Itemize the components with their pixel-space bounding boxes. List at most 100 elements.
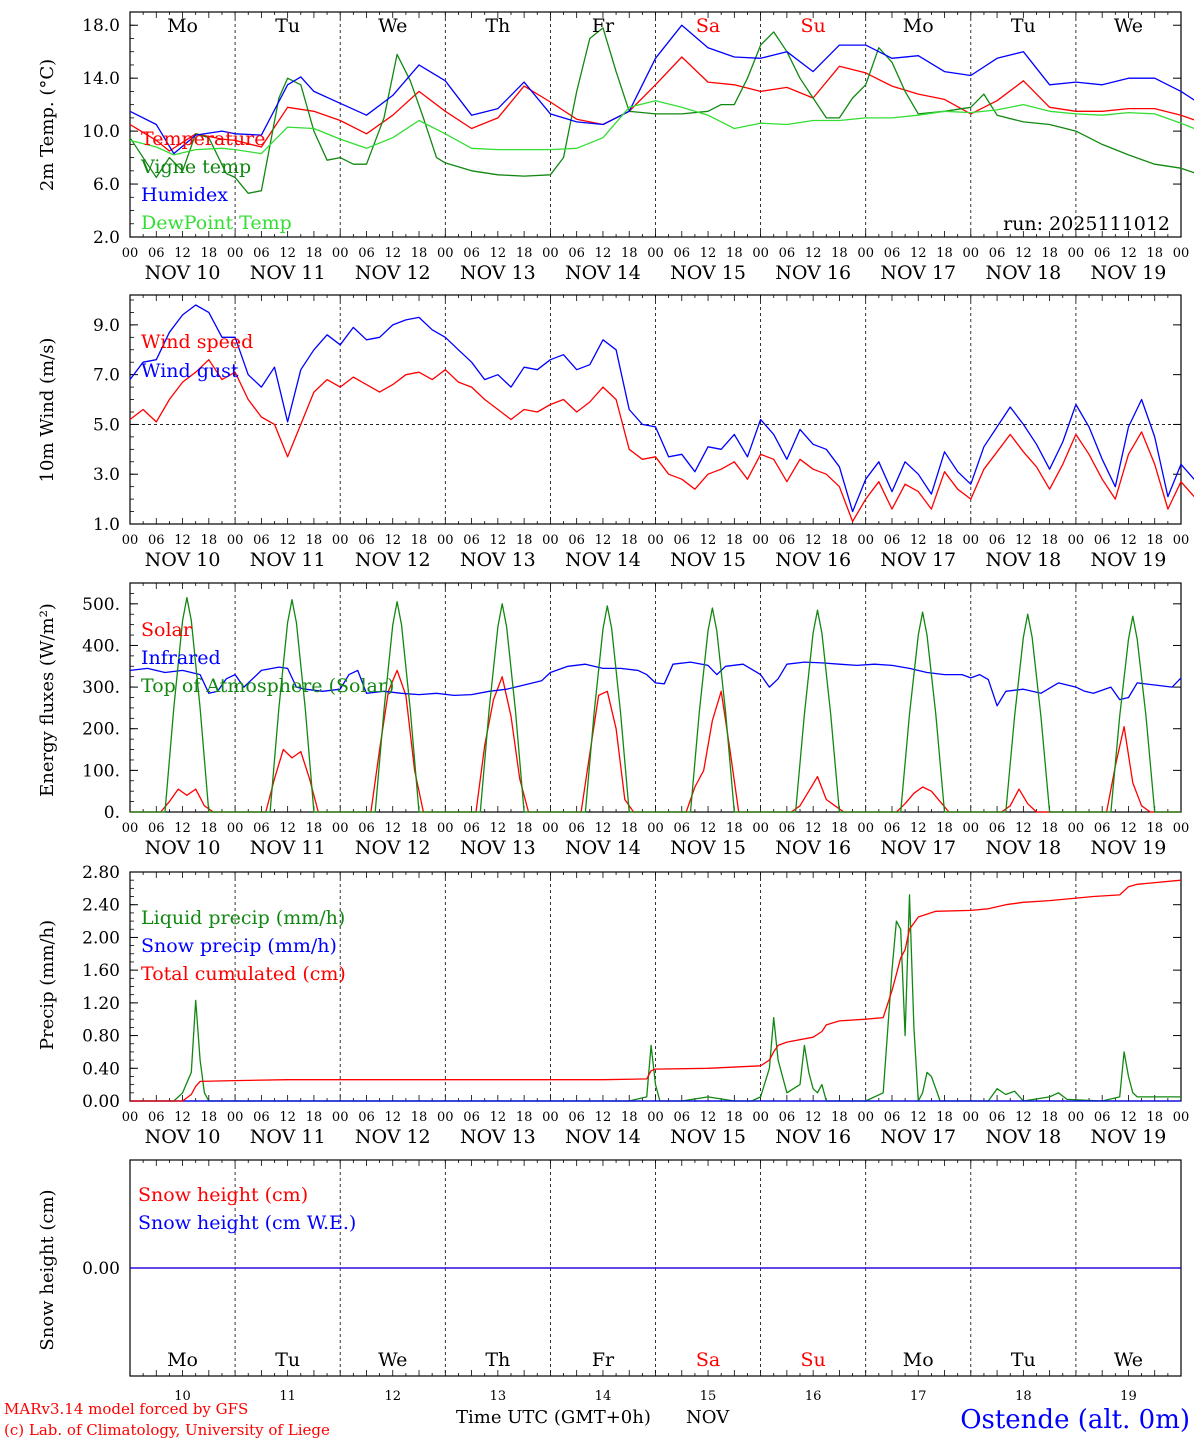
legend-entry: Snow height (cm) bbox=[138, 1184, 308, 1206]
panel-wind: 1.0 3.0 5.0 7.0 9.0 10m Wind (m/s) Wind speed W… bbox=[37, 294, 1194, 571]
date-label: NOV 17 bbox=[880, 549, 956, 571]
weekday-label: Tu bbox=[1011, 1349, 1036, 1371]
hour-tick-label: 06 bbox=[989, 821, 1006, 836]
hour-tick-label: 12 bbox=[490, 533, 507, 548]
date-label: NOV 19 bbox=[1091, 837, 1167, 859]
hour-tick-label: 12 bbox=[1015, 246, 1032, 261]
weekday-label: Th bbox=[485, 15, 510, 37]
day-number: 10 bbox=[174, 1389, 191, 1404]
hour-tick-label: 00 bbox=[1068, 533, 1085, 548]
date-label: NOV 12 bbox=[355, 262, 431, 284]
date-label: NOV 15 bbox=[670, 262, 746, 284]
hour-tick-label: 12 bbox=[700, 1110, 717, 1125]
hour-tick-label: 00 bbox=[332, 1110, 349, 1125]
hour-tick-label: 06 bbox=[674, 246, 691, 261]
date-label: NOV 10 bbox=[145, 837, 221, 859]
y-axis-title: Precip (mm/h) bbox=[37, 920, 58, 1050]
hour-tick-label: 18 bbox=[516, 533, 533, 548]
hour-tick-label: 00 bbox=[857, 1110, 874, 1125]
hour-tick-label: 18 bbox=[726, 246, 743, 261]
hour-tick-label: 12 bbox=[595, 246, 612, 261]
series-line-vigne-temp bbox=[129, 27, 1194, 194]
hour-tick-label: 00 bbox=[332, 246, 349, 261]
hour-tick-label: 12 bbox=[1120, 1110, 1137, 1125]
hour-tick-label: 06 bbox=[253, 533, 270, 548]
y-tick-label: 2.00 bbox=[82, 928, 120, 948]
weekday-label: We bbox=[1114, 15, 1143, 37]
date-label: NOV 13 bbox=[460, 262, 536, 284]
y-tick-label: 100. bbox=[82, 761, 120, 781]
hour-tick-label: 06 bbox=[253, 246, 270, 261]
legend-entry: Total cumulated (cm) bbox=[141, 963, 346, 985]
hour-tick-label: 12 bbox=[1120, 246, 1137, 261]
hour-tick-label: 06 bbox=[148, 821, 165, 836]
hour-tick-label: 18 bbox=[936, 246, 953, 261]
date-label: NOV 15 bbox=[670, 1126, 746, 1148]
date-label: NOV 12 bbox=[355, 837, 431, 859]
hour-tick-label: 12 bbox=[490, 821, 507, 836]
hour-tick-label: 00 bbox=[542, 1110, 559, 1125]
series-line-wind-speed bbox=[129, 359, 1194, 523]
hour-tick-label: 06 bbox=[568, 533, 585, 548]
legend-entry: Temperature bbox=[141, 128, 265, 150]
hour-tick-label: 06 bbox=[463, 246, 480, 261]
date-label: NOV 15 bbox=[670, 549, 746, 571]
hour-tick-label: 12 bbox=[1015, 821, 1032, 836]
hour-tick-label: 18 bbox=[726, 1110, 743, 1125]
weekday-label: Mo bbox=[167, 1349, 198, 1371]
hour-tick-label: 18 bbox=[621, 1110, 638, 1125]
date-label: NOV 10 bbox=[145, 262, 221, 284]
y-tick-label: 300. bbox=[82, 678, 120, 698]
day-number: 11 bbox=[279, 1389, 296, 1404]
y-tick-label: 200. bbox=[82, 720, 120, 740]
hour-tick-label: 12 bbox=[805, 533, 822, 548]
hour-tick-label: 00 bbox=[752, 821, 769, 836]
hour-tick-label: 12 bbox=[490, 1110, 507, 1125]
hour-tick-label: 18 bbox=[411, 246, 428, 261]
hour-tick-label: 12 bbox=[805, 1110, 822, 1125]
date-label: NOV 11 bbox=[250, 837, 326, 859]
hour-tick-label: 00 bbox=[963, 821, 980, 836]
series-line-dewpoint-temp bbox=[129, 100, 1194, 156]
month-label: NOV bbox=[686, 1407, 730, 1428]
hour-tick-label: 18 bbox=[831, 533, 848, 548]
hour-tick-label: 06 bbox=[989, 246, 1006, 261]
hour-tick-label: 18 bbox=[201, 1110, 218, 1125]
y-tick-label: 9.0 bbox=[93, 316, 120, 336]
y-tick-label: 400. bbox=[82, 636, 120, 656]
hour-tick-label: 00 bbox=[647, 1110, 664, 1125]
date-label: NOV 16 bbox=[775, 837, 851, 859]
hour-tick-label: 06 bbox=[358, 246, 375, 261]
station-name: Ostende (alt. 0m) bbox=[960, 1405, 1190, 1435]
hour-tick-label: 12 bbox=[805, 821, 822, 836]
hour-tick-label: 06 bbox=[779, 246, 796, 261]
hour-tick-label: 00 bbox=[437, 246, 454, 261]
hour-tick-label: 18 bbox=[1146, 1110, 1163, 1125]
hour-tick-label: 18 bbox=[306, 821, 323, 836]
hour-tick-label: 12 bbox=[700, 246, 717, 261]
hour-tick-label: 06 bbox=[1094, 246, 1111, 261]
legend-entry: Top of Atmosphere (Solar) bbox=[141, 675, 394, 697]
date-label: NOV 14 bbox=[565, 262, 641, 284]
date-label: NOV 12 bbox=[355, 1126, 431, 1148]
hour-tick-label: 18 bbox=[1041, 246, 1058, 261]
hour-tick-label: 06 bbox=[463, 533, 480, 548]
hour-tick-label: 12 bbox=[384, 821, 401, 836]
hour-tick-label: 18 bbox=[306, 246, 323, 261]
hour-tick-label: 18 bbox=[1146, 533, 1163, 548]
hour-tick-label: 00 bbox=[1173, 1110, 1190, 1125]
date-label: NOV 17 bbox=[880, 1126, 956, 1148]
legend-entry: Snow height (cm W.E.) bbox=[138, 1212, 356, 1234]
hour-tick-label: 00 bbox=[1068, 246, 1085, 261]
hour-tick-label: 18 bbox=[936, 1110, 953, 1125]
date-label: NOV 10 bbox=[145, 549, 221, 571]
weekday-label: We bbox=[378, 15, 407, 37]
hour-tick-label: 12 bbox=[384, 533, 401, 548]
date-label: NOV 16 bbox=[775, 1126, 851, 1148]
date-label: NOV 11 bbox=[250, 549, 326, 571]
hour-tick-label: 00 bbox=[1173, 821, 1190, 836]
y-tick-label: 7.0 bbox=[93, 366, 120, 386]
day-number: 19 bbox=[1120, 1389, 1137, 1404]
date-label: NOV 19 bbox=[1091, 262, 1167, 284]
